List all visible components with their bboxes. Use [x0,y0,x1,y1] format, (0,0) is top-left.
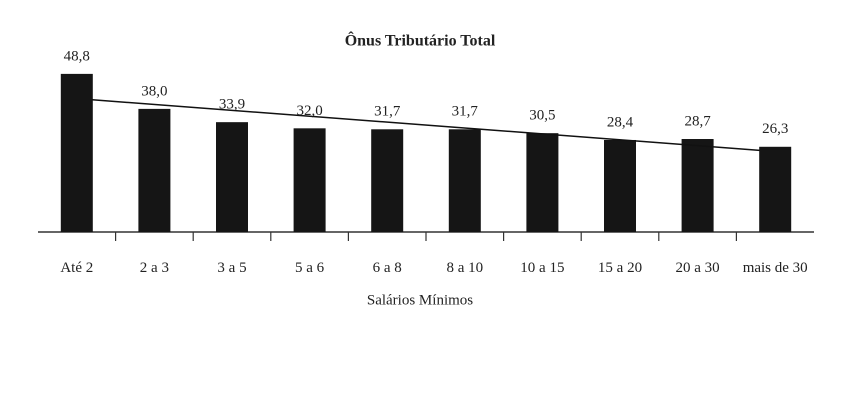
x-tick-label: 3 a 5 [217,260,247,276]
x-tick-label: Até 2 [60,260,94,276]
x-axis-label: Salários Mínimos [367,292,473,308]
bar [681,139,714,232]
x-tick-label: 2 a 3 [139,260,169,276]
value-label: 33,9 [219,97,245,113]
value-label: 26,3 [762,121,788,137]
value-label: 31,7 [374,104,401,120]
value-label: 38,0 [141,83,167,99]
bar [371,129,404,232]
value-label: 28,7 [684,113,711,129]
value-label: 31,7 [452,104,479,120]
x-tick-label: 15 a 20 [597,260,643,276]
x-tick-label: 5 a 6 [295,260,325,276]
bar [216,122,248,232]
x-tick-label: 10 a 15 [520,260,565,276]
x-tick-label: 6 a 8 [372,260,402,276]
bar [759,146,792,232]
x-tick-label: 8 a 10 [446,260,484,276]
trend-line [92,99,760,152]
value-label: 28,4 [607,114,634,130]
bar [138,108,171,232]
bar [293,128,326,232]
x-tick-label: 20 a 30 [675,260,720,276]
bar [526,133,559,232]
value-label: 30,5 [529,108,555,124]
bar [604,139,636,232]
bar [448,129,481,232]
value-label: 32,0 [296,103,322,119]
value-label: 48,8 [64,48,90,64]
x-tick-label: mais de 30 [742,260,808,276]
chart-title: Ônus Tributário Total [345,31,496,50]
bar [60,73,93,232]
